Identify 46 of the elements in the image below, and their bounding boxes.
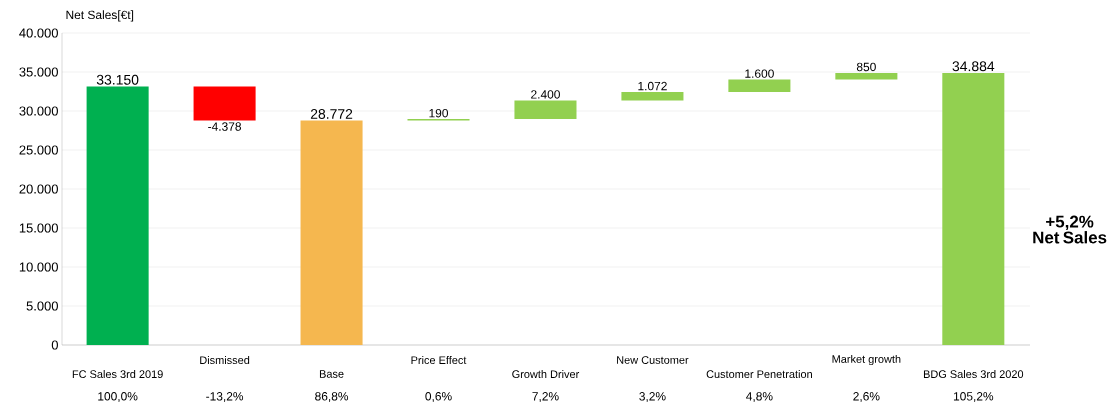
x-tick-label: Dismissed	[200, 355, 250, 365]
text: 3,2%	[639, 392, 666, 402]
y-tick-label: 10.000	[19, 262, 58, 272]
text: +5,2% Net Sales	[1033, 215, 1107, 244]
y-tick-label: 20.000	[19, 184, 58, 194]
x-tick-label: Price Effect	[411, 355, 467, 365]
bar	[621, 92, 684, 101]
data-label: 1.600	[745, 69, 774, 78]
y-tick-label: 35.000	[19, 67, 58, 77]
x-tick-label: FC Sales 3rd 2019	[72, 369, 163, 379]
y-tick-label: 0	[51, 340, 58, 350]
data-label: 34.884	[952, 61, 995, 72]
data-label: 1.072	[638, 81, 667, 91]
bar	[728, 79, 791, 93]
text: 2,6%	[853, 392, 880, 402]
data-label: 28.772	[310, 108, 353, 119]
x-tick-label: Base	[319, 370, 344, 378]
data-label: 2.400	[531, 90, 560, 99]
text: 7,2%	[532, 392, 559, 402]
text: 4,8%	[746, 392, 773, 402]
text: 0,6%	[425, 392, 452, 402]
y-tick-label: 30.000	[19, 106, 58, 116]
y-tick-label: 5.000	[26, 301, 58, 311]
x-tick-label: Growth Driver	[512, 369, 580, 379]
data-label: 190	[429, 108, 449, 118]
text: 100,0%	[98, 392, 138, 402]
bar	[193, 86, 256, 121]
bar	[300, 120, 363, 345]
y-axis-title: Net Sales[€t]	[66, 10, 134, 22]
text: -13,2%	[206, 392, 244, 402]
x-tick-label: New Customer	[617, 356, 689, 364]
y-tick-label: 25.000	[19, 145, 58, 155]
x-tick-label: Market growth	[832, 354, 901, 366]
bar	[835, 72, 898, 80]
x-tick-label: BDG Sales 3rd 2020	[923, 369, 1024, 379]
x-tick-label: Customer Penetration	[706, 369, 812, 379]
bar	[86, 86, 149, 345]
y-tick-label: 40.000	[19, 28, 58, 38]
y-tick-label: 15.000	[19, 223, 58, 233]
bar	[514, 100, 577, 120]
text: 105,2%	[953, 392, 994, 402]
text: 86,8%	[315, 392, 349, 402]
bar	[942, 72, 1005, 345]
data-label: 33.150	[96, 74, 139, 85]
data-label: -4.378	[208, 122, 241, 131]
data-label: 850	[856, 62, 876, 72]
